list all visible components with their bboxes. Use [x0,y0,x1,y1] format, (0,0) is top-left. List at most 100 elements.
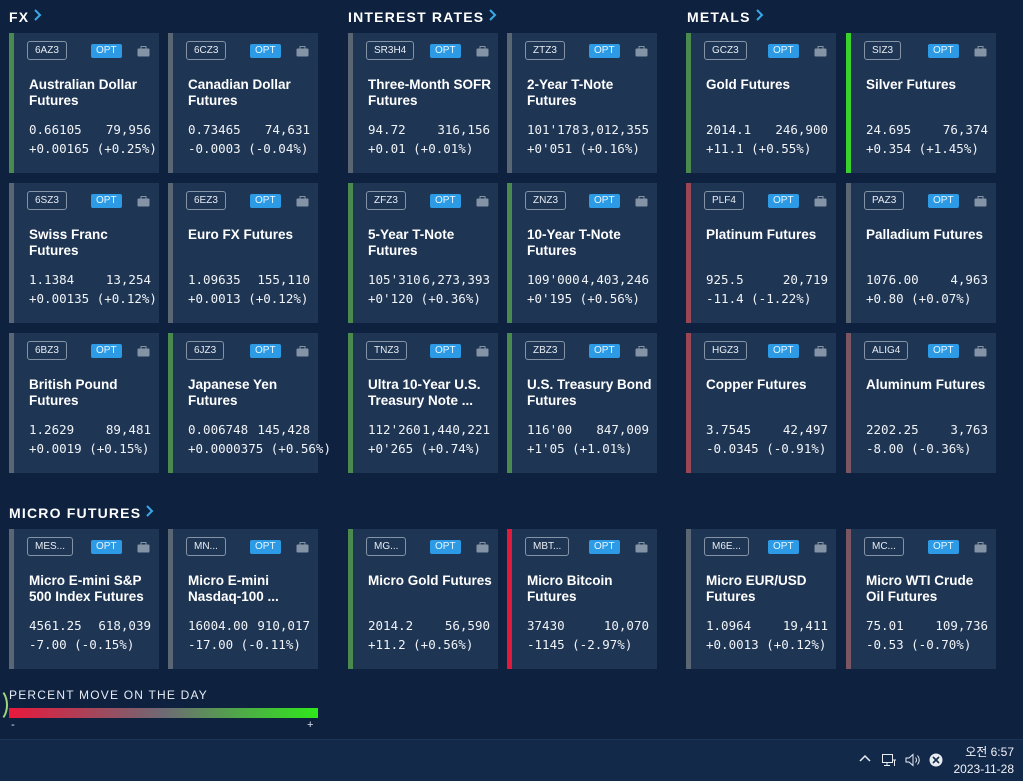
briefcase-icon[interactable] [974,540,987,553]
opt-badge[interactable]: OPT [91,44,122,58]
symbol-badge[interactable]: PLF4 [704,191,744,210]
briefcase-icon[interactable] [814,44,827,57]
futures-card[interactable]: ALIG4 OPT Aluminum Futures 2202.25 3,763 -8.0… [846,333,996,473]
opt-badge[interactable]: OPT [250,344,281,358]
briefcase-icon[interactable] [296,540,309,553]
opt-badge[interactable]: OPT [768,44,799,58]
briefcase-icon[interactable] [137,194,150,207]
futures-card[interactable]: SR3H4 OPT Three-Month SOFR Futures 94.72 316… [348,33,498,173]
futures-card[interactable]: MC... OPT Micro WTI Crude Oil Futures 75.01… [846,529,996,669]
futures-card[interactable]: ZNZ3 OPT 10-Year T-Note Futures 109'000 4,40… [507,183,657,323]
symbol-badge[interactable]: SR3H4 [366,41,415,60]
futures-card[interactable]: 6JZ3 OPT Japanese Yen Futures 0.006748 145,4… [168,333,331,473]
symbol-badge[interactable]: 6EZ3 [186,191,226,210]
symbol-badge[interactable]: TNZ3 [366,341,407,360]
opt-badge[interactable]: OPT [250,194,281,208]
opt-badge[interactable]: OPT [589,194,620,208]
briefcase-icon[interactable] [137,540,150,553]
futures-card[interactable]: HGZ3 OPT Copper Futures 3.7545 42,497 -0.0345… [686,333,836,473]
briefcase-icon[interactable] [974,44,987,57]
futures-card[interactable]: MN... OPT Micro E-mini Nasdaq-100 ... 16004… [168,529,318,669]
futures-card[interactable]: MES... OPT Micro E-mini S&P 500 Index Futu… [9,529,159,669]
opt-badge[interactable]: OPT [589,540,620,554]
briefcase-icon[interactable] [476,540,489,553]
symbol-badge[interactable]: ZFZ3 [366,191,406,210]
futures-card[interactable]: 6AZ3 OPT Australian Dollar Futures 0.66105 7… [9,33,159,173]
futures-card[interactable]: M6E... OPT Micro EUR/USD Futures 1.0964 19,4… [686,529,836,669]
briefcase-icon[interactable] [137,344,150,357]
futures-card[interactable]: 6EZ3 OPT Euro FX Futures 1.09635 155,110 +0.0… [168,183,318,323]
futures-card[interactable]: ZBZ3 OPT U.S. Treasury Bond Futures 116'00 8… [507,333,657,473]
briefcase-icon[interactable] [635,44,648,57]
opt-badge[interactable]: OPT [430,194,461,208]
symbol-badge[interactable]: 6BZ3 [27,341,67,360]
briefcase-icon[interactable] [476,344,489,357]
symbol-badge[interactable]: 6AZ3 [27,41,67,60]
section-header-metals[interactable]: METALS [687,8,764,25]
opt-badge[interactable]: OPT [928,540,959,554]
section-header-fx[interactable]: FX [9,8,42,25]
briefcase-icon[interactable] [476,194,489,207]
futures-card[interactable]: 6CZ3 OPT Canadian Dollar Futures 0.73465 74,… [168,33,318,173]
briefcase-icon[interactable] [296,194,309,207]
symbol-badge[interactable]: MC... [864,537,904,556]
symbol-badge[interactable]: MES... [27,537,74,556]
symbol-badge[interactable]: ZTZ3 [525,41,565,60]
opt-badge[interactable]: OPT [768,194,799,208]
briefcase-icon[interactable] [814,344,827,357]
symbol-badge[interactable]: SIZ3 [864,41,902,60]
symbol-badge[interactable]: PAZ3 [864,191,905,210]
symbol-badge[interactable]: ALIG4 [864,341,909,360]
briefcase-icon[interactable] [635,540,648,553]
symbol-badge[interactable]: ZBZ3 [525,341,566,360]
symbol-badge[interactable]: 6JZ3 [186,341,225,360]
futures-card[interactable]: MBT... OPT Micro Bitcoin Futures 37430 10,07… [507,529,657,669]
opt-badge[interactable]: OPT [430,44,461,58]
opt-badge[interactable]: OPT [928,194,959,208]
symbol-badge[interactable]: MBT... [525,537,570,556]
opt-badge[interactable]: OPT [91,344,122,358]
section-header-micro[interactable]: MICRO FUTURES [9,504,154,521]
symbol-badge[interactable]: HGZ3 [704,341,747,360]
opt-badge[interactable]: OPT [430,540,461,554]
futures-card[interactable]: SIZ3 OPT Silver Futures 24.695 76,374 +0.354 … [846,33,996,173]
chevron-up-icon[interactable] [858,752,872,770]
futures-card[interactable]: 6BZ3 OPT British Pound Futures 1.2629 89,481… [9,333,159,473]
opt-badge[interactable]: OPT [250,44,281,58]
section-header-rates[interactable]: INTEREST RATES [348,8,497,25]
opt-badge[interactable]: OPT [928,44,959,58]
futures-card[interactable]: MG... OPT Micro Gold Futures 2014.2 56,590 +1… [348,529,498,669]
briefcase-icon[interactable] [974,194,987,207]
symbol-badge[interactable]: GCZ3 [704,41,747,60]
opt-badge[interactable]: OPT [430,344,461,358]
opt-badge[interactable]: OPT [91,540,122,554]
symbol-badge[interactable]: 6SZ3 [27,191,67,210]
symbol-badge[interactable]: 6CZ3 [186,41,227,60]
briefcase-icon[interactable] [296,344,309,357]
symbol-badge[interactable]: MN... [186,537,226,556]
futures-card[interactable]: ZFZ3 OPT 5-Year T-Note Futures 105'310 6,273… [348,183,498,323]
symbol-badge[interactable]: ZNZ3 [525,191,566,210]
briefcase-icon[interactable] [137,44,150,57]
opt-badge[interactable]: OPT [91,194,122,208]
futures-card[interactable]: GCZ3 OPT Gold Futures 2014.1 246,900 +11.1 (+… [686,33,836,173]
network-icon[interactable] [881,752,897,772]
symbol-badge[interactable]: M6E... [704,537,749,556]
briefcase-icon[interactable] [814,540,827,553]
opt-badge[interactable]: OPT [589,44,620,58]
opt-badge[interactable]: OPT [768,540,799,554]
briefcase-icon[interactable] [814,194,827,207]
futures-card[interactable]: ZTZ3 OPT 2-Year T-Note Futures 101'178 3,012… [507,33,657,173]
briefcase-icon[interactable] [635,344,648,357]
opt-badge[interactable]: OPT [928,344,959,358]
symbol-badge[interactable]: MG... [366,537,407,556]
briefcase-icon[interactable] [635,194,648,207]
opt-badge[interactable]: OPT [768,344,799,358]
futures-card[interactable]: PLF4 OPT Platinum Futures 925.5 20,719 -11.4 … [686,183,836,323]
briefcase-icon[interactable] [974,344,987,357]
notification-off-icon[interactable] [928,752,944,772]
futures-card[interactable]: PAZ3 OPT Palladium Futures 1076.00 4,963 +0.8… [846,183,996,323]
system-clock[interactable]: 오전 6:57 2023-11-28 [954,744,1015,778]
speaker-icon[interactable] [904,752,922,772]
opt-badge[interactable]: OPT [589,344,620,358]
